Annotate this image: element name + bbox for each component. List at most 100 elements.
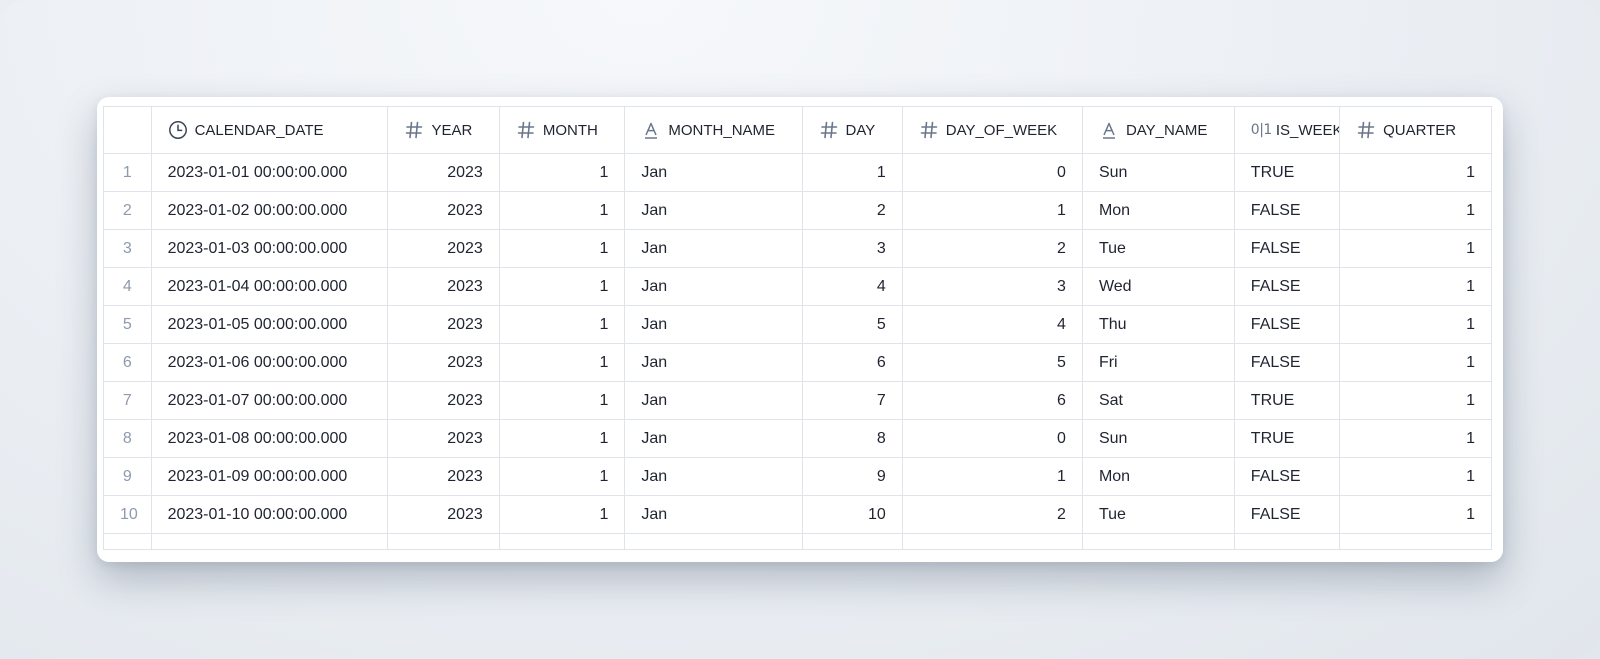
cell-month[interactable]: 1 [498,267,626,306]
cell-calendar-date[interactable]: 2023-01-02 00:00:00.000 [150,191,389,230]
cell-calendar-date[interactable]: 2023-01-10 00:00:00.000 [150,495,389,534]
cell-quarter[interactable]: 1 [1339,191,1492,230]
cell-quarter[interactable]: 1 [1339,305,1492,344]
cell-year[interactable]: 2023 [387,229,500,268]
cell-month[interactable]: 1 [498,419,626,458]
cell-month-name[interactable]: Jan [624,305,803,344]
cell-month[interactable]: 1 [498,457,626,496]
column-header-day-name[interactable]: DAY_NAME [1081,106,1235,154]
cell-quarter[interactable]: 1 [1339,343,1492,382]
cell-quarter[interactable]: 1 [1339,229,1492,268]
table-row[interactable]: 1 2023-01-01 00:00:00.000 2023 1 Jan 1 0 Sun TRU… [103,153,1492,192]
cell-day-name[interactable]: Tue [1081,229,1235,268]
cell-is-weekend[interactable]: TRUE [1233,419,1341,458]
cell-day[interactable]: 7 [801,381,903,420]
cell-year[interactable]: 2023 [387,343,500,382]
table-row[interactable]: 7 2023-01-07 00:00:00.000 2023 1 Jan 7 6 Sat TRU… [103,381,1492,420]
cell-day[interactable]: 9 [801,457,903,496]
cell-month[interactable]: 1 [498,305,626,344]
column-header-day-of-week[interactable]: DAY_OF_WEEK [901,106,1083,154]
cell-day-name[interactable]: Mon [1081,457,1235,496]
cell-day-name[interactable]: Mon [1081,191,1235,230]
cell-year[interactable]: 2023 [387,495,500,534]
cell-day[interactable]: 5 [801,305,903,344]
cell-day[interactable]: 8 [801,419,903,458]
cell-calendar-date[interactable]: 2023-01-01 00:00:00.000 [150,153,389,192]
table-row[interactable]: 9 2023-01-09 00:00:00.000 2023 1 Jan 9 1 Mon FAL… [103,457,1492,496]
cell-calendar-date[interactable]: 2023-01-04 00:00:00.000 [150,267,389,306]
cell-month[interactable]: 1 [498,191,626,230]
cell-day-name[interactable]: Thu [1081,305,1235,344]
cell-day-of-week[interactable]: 4 [901,305,1083,344]
cell-day[interactable]: 6 [801,343,903,382]
cell-year[interactable]: 2023 [387,419,500,458]
cell-day-of-week[interactable]: 5 [901,343,1083,382]
cell-month[interactable]: 1 [498,229,626,268]
cell-day-name[interactable]: Sun [1081,153,1235,192]
cell-is-weekend[interactable]: FALSE [1233,495,1341,534]
column-header-day[interactable]: DAY [801,106,903,154]
cell-year[interactable]: 2023 [387,191,500,230]
cell-is-weekend[interactable]: TRUE [1233,153,1341,192]
cell-day[interactable]: 4 [801,267,903,306]
cell-month[interactable]: 1 [498,495,626,534]
cell-day-of-week[interactable]: 1 [901,191,1083,230]
table-row[interactable]: 10 2023-01-10 00:00:00.000 2023 1 Jan 10 2 Tue F… [103,495,1492,534]
cell-is-weekend[interactable]: FALSE [1233,305,1341,344]
cell-is-weekend[interactable]: FALSE [1233,457,1341,496]
cell-day-name[interactable]: Sun [1081,419,1235,458]
cell-quarter[interactable]: 1 [1339,381,1492,420]
column-header-month[interactable]: MONTH [498,106,626,154]
table-row[interactable]: 8 2023-01-08 00:00:00.000 2023 1 Jan 8 0 Sun TRU… [103,419,1492,458]
cell-year[interactable]: 2023 [387,267,500,306]
cell-year[interactable]: 2023 [387,153,500,192]
cell-quarter[interactable]: 1 [1339,153,1492,192]
table-row[interactable]: 4 2023-01-04 00:00:00.000 2023 1 Jan 4 3 Wed FAL… [103,267,1492,306]
cell-day[interactable]: 1 [801,153,903,192]
cell-quarter[interactable]: 1 [1339,267,1492,306]
cell-is-weekend[interactable]: FALSE [1233,267,1341,306]
cell-is-weekend[interactable]: TRUE [1233,381,1341,420]
cell-calendar-date[interactable]: 2023-01-07 00:00:00.000 [150,381,389,420]
cell-quarter[interactable]: 1 [1339,419,1492,458]
cell-day-of-week[interactable]: 2 [901,495,1083,534]
column-header-quarter[interactable]: QUARTER [1339,106,1492,154]
cell-day[interactable]: 10 [801,495,903,534]
cell-quarter[interactable]: 1 [1339,495,1492,534]
cell-month-name[interactable]: Jan [624,153,803,192]
cell-is-weekend[interactable]: FALSE [1233,229,1341,268]
cell-quarter[interactable]: 1 [1339,457,1492,496]
cell-year[interactable]: 2023 [387,305,500,344]
cell-month[interactable]: 1 [498,153,626,192]
cell-day-of-week[interactable]: 0 [901,153,1083,192]
cell-day-of-week[interactable]: 3 [901,267,1083,306]
column-header-is-weekend[interactable]: 0|1 IS_WEEKEND [1233,106,1341,154]
cell-month-name[interactable]: Jan [624,229,803,268]
cell-month-name[interactable]: Jan [624,419,803,458]
cell-is-weekend[interactable]: FALSE [1233,343,1341,382]
cell-calendar-date[interactable]: 2023-01-03 00:00:00.000 [150,229,389,268]
cell-day-name[interactable]: Wed [1081,267,1235,306]
cell-calendar-date[interactable]: 2023-01-06 00:00:00.000 [150,343,389,382]
cell-calendar-date[interactable]: 2023-01-09 00:00:00.000 [150,457,389,496]
table-row[interactable]: 3 2023-01-03 00:00:00.000 2023 1 Jan 3 2 Tue FAL… [103,229,1492,268]
cell-day-of-week[interactable]: 2 [901,229,1083,268]
column-header-calendar-date[interactable]: CALENDAR_DATE [150,106,389,154]
cell-year[interactable]: 2023 [387,381,500,420]
cell-month[interactable]: 1 [498,343,626,382]
column-header-year[interactable]: YEAR [387,106,500,154]
cell-is-weekend[interactable]: FALSE [1233,191,1341,230]
cell-month-name[interactable]: Jan [624,343,803,382]
cell-day-name[interactable]: Fri [1081,343,1235,382]
cell-day-of-week[interactable]: 6 [901,381,1083,420]
column-header-month-name[interactable]: MONTH_NAME [624,106,803,154]
cell-day-of-week[interactable]: 1 [901,457,1083,496]
cell-month-name[interactable]: Jan [624,495,803,534]
cell-month[interactable]: 1 [498,381,626,420]
cell-calendar-date[interactable]: 2023-01-05 00:00:00.000 [150,305,389,344]
cell-month-name[interactable]: Jan [624,457,803,496]
cell-day[interactable]: 3 [801,229,903,268]
cell-month-name[interactable]: Jan [624,191,803,230]
cell-month-name[interactable]: Jan [624,267,803,306]
cell-day-of-week[interactable]: 0 [901,419,1083,458]
